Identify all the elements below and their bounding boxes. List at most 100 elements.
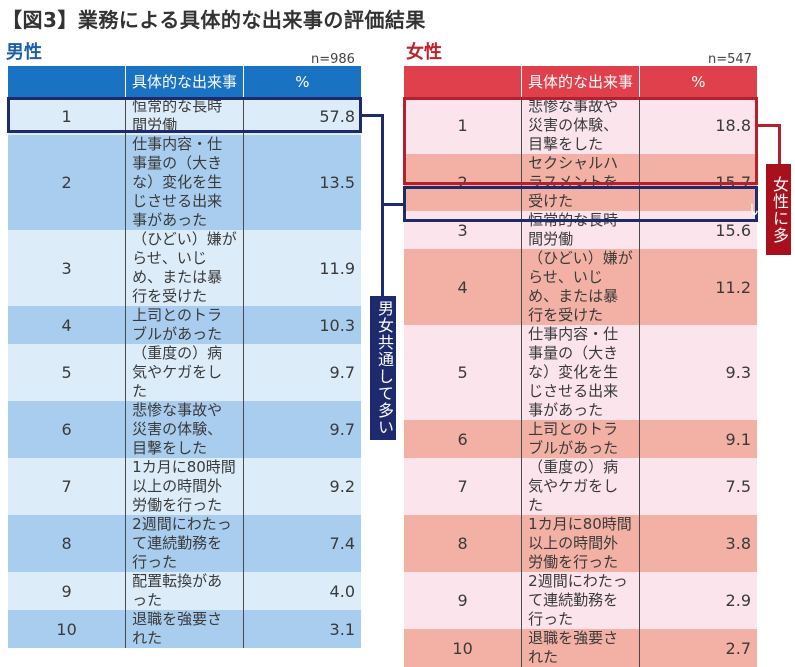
table-row: 6 悲惨な事故や災害の体験、目撃をした 9.7 <box>8 401 361 458</box>
rank: 9 <box>61 581 72 601</box>
female-table: 具体的な出来事 % 1 悲惨な事故や災害の体験、目撃をした 18.8 2 セクシ… <box>404 66 757 667</box>
item: （ひどい）嫌がらせ、いじめ、または暴行を受けた <box>521 249 640 325</box>
table-row: 6 上司とのトラブルがあった 9.1 <box>404 420 757 458</box>
connector-line <box>758 124 780 127</box>
item: 上司とのトラブルがあった <box>521 420 640 458</box>
pct: 7.5 <box>725 477 751 496</box>
rank: 9 <box>457 591 468 610</box>
figure-title: 【図3】業務による具体的な出来事の評価結果 <box>2 8 426 32</box>
male-sample-size: n=986 <box>311 52 355 67</box>
table-row: 4 （ひどい）嫌がらせ、いじめ、または暴行を受けた 11.2 <box>404 249 757 325</box>
pct: 9.1 <box>725 429 751 449</box>
item: 1カ月に80時間以上の時間外労働を行った <box>521 515 640 572</box>
table-row: 4 上司とのトラブルがあった 10.3 <box>8 306 361 344</box>
pct: 9.2 <box>329 477 355 496</box>
rank: 1 <box>457 116 468 135</box>
table-row: 8 2週間にわたって連続勤務を行った 7.4 <box>8 515 361 572</box>
pct: 15.6 <box>715 220 751 240</box>
pct: 3.8 <box>725 534 751 553</box>
item: 2週間にわたって連続勤務を行った <box>521 572 640 629</box>
table-row: 1 悲惨な事故や災害の体験、目撃をした 18.8 <box>404 97 757 154</box>
item: 1カ月に80時間以上の時間外労働を行った <box>125 458 244 515</box>
rank: 6 <box>61 420 72 439</box>
table-row: 10 退職を強要された 3.1 <box>8 610 361 648</box>
table-row: 2 仕事内容・仕事量の（大きな）変化を生じさせる出来事があった 13.5 <box>8 135 361 230</box>
table-row: 9 2週間にわたって連続勤務を行った 2.9 <box>404 572 757 629</box>
table-row: 8 1カ月に80時間以上の時間外労働を行った 3.8 <box>404 515 757 572</box>
item-header: 具体的な出来事 <box>521 66 640 97</box>
female-label: 女性 <box>406 42 442 63</box>
item: 恒常的な長時間労働 <box>521 211 640 249</box>
item: セクシャルハラスメントを受けた <box>521 154 640 211</box>
pct-header: % <box>243 66 361 97</box>
table-row: 7 1カ月に80時間以上の時間外労働を行った 9.2 <box>8 458 361 515</box>
table-row: 5 （重度の）病気やケガをした 9.7 <box>8 344 361 401</box>
rank: 8 <box>457 534 468 553</box>
rank: 4 <box>61 315 72 335</box>
item: 仕事内容・仕事量の（大きな）変化を生じさせる出来事があった <box>125 135 244 230</box>
pct: 9.7 <box>329 363 355 382</box>
item: （重度の）病気やケガをした <box>125 344 244 401</box>
rank: 7 <box>457 477 468 496</box>
item-header: 具体的な出来事 <box>125 66 244 97</box>
rank: 2 <box>457 173 468 192</box>
rank: 8 <box>61 534 72 553</box>
table-row: 2 セクシャルハラスメントを受けた 15.7 <box>404 154 757 211</box>
table-row: 3 恒常的な長時間労働 15.6 <box>404 211 757 249</box>
rank: 4 <box>457 277 468 297</box>
pct: 15.7 <box>715 173 751 192</box>
pct-header: % <box>639 66 757 97</box>
connector-line <box>778 124 781 166</box>
pct: 7.4 <box>329 534 355 553</box>
item: 悲惨な事故や災害の体験、目撃をした <box>521 97 640 154</box>
item: 恒常的な長時間労働 <box>125 97 244 135</box>
rank: 2 <box>61 173 72 192</box>
rank: 3 <box>457 220 468 240</box>
male-table: 具体的な出来事 % 1 恒常的な長時間労働 57.8 2 仕事内容・仕事量の（大… <box>8 66 361 648</box>
pct: 11.9 <box>319 258 355 278</box>
item: （ひどい）嫌がらせ、いじめ、または暴行を受けた <box>125 230 244 306</box>
pct: 11.2 <box>715 277 751 297</box>
connector-line <box>381 203 404 206</box>
table-row: 7 （重度の）病気やケガをした 7.5 <box>404 458 757 515</box>
table-row: 5 仕事内容・仕事量の（大きな）変化を生じさせる出来事があった 9.3 <box>404 325 757 420</box>
item: 退職を強要された <box>125 610 244 648</box>
item: 退職を強要された <box>521 629 640 667</box>
table-row: 10 退職を強要された 2.7 <box>404 629 757 667</box>
pct: 57.8 <box>319 106 355 126</box>
rank: 10 <box>452 638 473 658</box>
pct: 9.3 <box>725 363 751 382</box>
item: 悲惨な事故や災害の体験、目撃をした <box>125 401 244 458</box>
male-label: 男性 <box>6 42 42 63</box>
pct: 4.0 <box>329 581 355 601</box>
table-header: 具体的な出来事 % <box>404 66 757 97</box>
table-header: 具体的な出来事 % <box>8 66 361 97</box>
pct: 18.8 <box>715 116 751 135</box>
rank: 5 <box>457 363 468 382</box>
item: 配置転換があった <box>125 572 244 610</box>
pct: 2.9 <box>725 591 751 610</box>
rank: 1 <box>61 106 72 126</box>
pct: 2.7 <box>725 638 751 658</box>
rank-header <box>404 66 522 97</box>
pct: 13.5 <box>319 173 355 192</box>
rank: 7 <box>61 477 72 496</box>
item: （重度の）病気やケガをした <box>521 458 640 515</box>
item: 上司とのトラブルがあった <box>125 306 244 344</box>
female-more-annotation: 女性に多い <box>746 164 791 255</box>
table-row: 3 （ひどい）嫌がらせ、いじめ、または暴行を受けた 11.9 <box>8 230 361 306</box>
rank: 6 <box>457 429 468 449</box>
rank-header <box>8 66 126 97</box>
rank: 10 <box>56 619 77 639</box>
common-annotation: 男女共通して多い <box>370 296 396 440</box>
connector-line <box>362 114 382 117</box>
pct: 9.7 <box>329 420 355 439</box>
female-sample-size: n=547 <box>708 52 752 67</box>
connector-line <box>381 114 384 298</box>
table-row: 1 恒常的な長時間労働 57.8 <box>8 97 361 135</box>
item: 仕事内容・仕事量の（大きな）変化を生じさせる出来事があった <box>521 325 640 420</box>
table-row: 9 配置転換があった 4.0 <box>8 572 361 610</box>
pct: 3.1 <box>329 619 355 639</box>
item: 2週間にわたって連続勤務を行った <box>125 515 244 572</box>
pct: 10.3 <box>319 315 355 335</box>
